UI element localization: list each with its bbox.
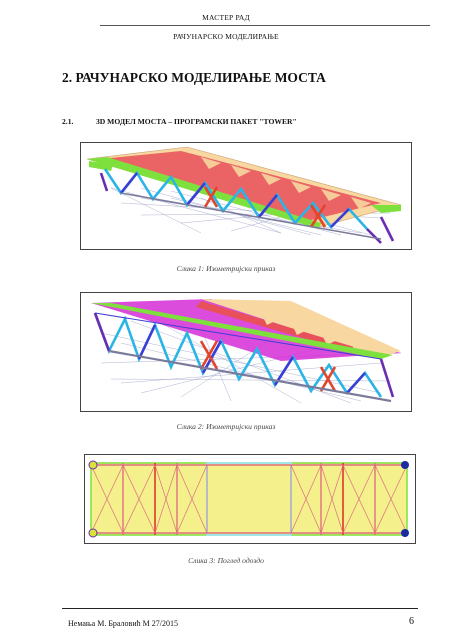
figure-2-isometric-view xyxy=(80,292,412,412)
page-number: 6 xyxy=(409,616,414,627)
header-rule xyxy=(100,25,430,26)
figure-3-caption: Слика 3: Поглед одоздо xyxy=(188,556,264,565)
figure-3-model xyxy=(88,460,409,538)
header-title: МАСТЕР РАД xyxy=(202,13,250,22)
header-subtitle: РАЧУНАРСКО МОДЕЛИРАЊЕ xyxy=(173,32,279,41)
figure-3-bottom-view xyxy=(84,454,416,544)
footer-rule xyxy=(62,608,418,609)
subsection-number: 2.1. xyxy=(62,117,74,126)
figure-1-isometric-view xyxy=(80,142,412,250)
footer-author: Немања М. Браловић М 27/2015 xyxy=(68,619,178,628)
subsection-title: 3D МОДЕЛ МОСТА – ПРОГРАМСКИ ПАКЕТ "TOWER… xyxy=(96,117,297,126)
figure-1-model xyxy=(86,146,403,244)
figure-2-caption: Слика 2: Изометријски приказ xyxy=(176,422,276,431)
figure-2-model xyxy=(91,299,402,404)
section-heading: 2. РАЧУНАРСКО МОДЕЛИРАЊЕ МОСТА xyxy=(62,70,326,85)
figure-1-caption: Слика 1: Изометријски приказ xyxy=(176,264,276,273)
